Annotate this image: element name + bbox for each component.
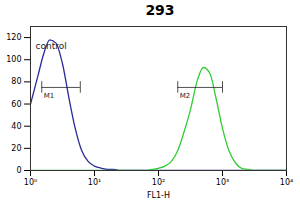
- html-text:293: 293: [145, 2, 175, 18]
- svg-text:M2: M2: [180, 92, 191, 100]
- svg-text:120: 120: [6, 33, 21, 42]
- svg-text:20: 20: [11, 144, 21, 153]
- svg-text:10¹: 10¹: [88, 178, 101, 187]
- svg-text:10³: 10³: [216, 178, 229, 187]
- svg-text:10⁰: 10⁰: [24, 178, 37, 187]
- svg-text:10⁴: 10⁴: [280, 178, 293, 187]
- svg-text:80: 80: [11, 77, 21, 86]
- svg-text:100: 100: [6, 55, 21, 64]
- svg-text:10²: 10²: [152, 178, 165, 187]
- svg-text:60: 60: [11, 100, 21, 109]
- svg-text:FL1-H: FL1-H: [147, 191, 170, 200]
- svg-text:control: control: [36, 41, 67, 51]
- svg-text:40: 40: [11, 122, 21, 131]
- svg-text:0: 0: [16, 166, 21, 175]
- svg-text:M1: M1: [44, 92, 55, 100]
